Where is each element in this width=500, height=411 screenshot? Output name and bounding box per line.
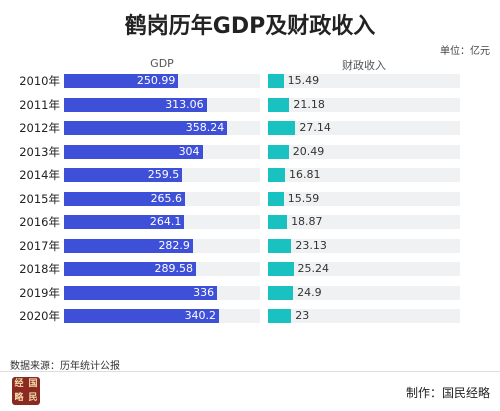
year-label: 2013年 — [19, 144, 60, 159]
revenue-value-label: 23.13 — [295, 238, 327, 252]
year-label: 2015年 — [19, 191, 60, 206]
year-label: 2019年 — [19, 285, 60, 300]
gdp-value-label: 340.2 — [184, 309, 217, 322]
year-label: 2016年 — [19, 215, 60, 229]
revenue-bar — [268, 191, 284, 206]
data-source: 数据来源：历年统计公报 — [10, 361, 120, 372]
gdp-value-label: 265.6 — [150, 191, 183, 205]
gdp-bar — [64, 285, 218, 300]
revenue-value-label: 15.49 — [287, 74, 320, 87]
revenue-bar — [268, 215, 288, 229]
gdp-value-label: 336 — [193, 285, 215, 299]
gdp-value-label: 304 — [178, 144, 200, 158]
logo-char: 略 — [14, 393, 24, 403]
brand-logo: 经 国 略 民 — [12, 377, 40, 405]
revenue-track — [268, 74, 460, 88]
gdp-bar — [64, 144, 203, 159]
revenue-value-label: 15.59 — [287, 191, 320, 205]
gdp-bar — [64, 121, 228, 135]
revenue-bar — [268, 74, 284, 88]
gdp-bar — [64, 238, 193, 253]
revenue-bar — [268, 285, 294, 300]
gdp-bar — [64, 262, 196, 276]
revenue-track — [268, 191, 460, 206]
revenue-bar — [268, 309, 292, 323]
gdp-value-label: 282.9 — [158, 238, 190, 252]
revenue-value-label: 18.87 — [291, 215, 323, 228]
producer-credit: 制作：国民经略 — [405, 386, 490, 400]
revenue-track — [268, 262, 460, 276]
year-label: 2017年 — [19, 238, 60, 253]
year-label: 2014年 — [19, 168, 60, 182]
year-label: 2011年 — [19, 97, 60, 112]
revenue-bar — [268, 238, 292, 253]
revenue-value-label: 24.9 — [297, 285, 322, 299]
year-label: 2012年 — [19, 121, 60, 135]
revenue-value-label: 23 — [295, 309, 310, 322]
year-label: 2020年 — [19, 309, 60, 323]
gdp-value-label: 259.5 — [147, 168, 180, 181]
gdp-value-label: 250.99 — [136, 74, 176, 87]
gdp-bar — [64, 74, 179, 88]
revenue-track — [268, 97, 460, 112]
footer-divider — [0, 371, 500, 372]
gdp-value-label: 358.24 — [185, 121, 225, 134]
gdp-bar — [64, 309, 220, 323]
revenue-track — [268, 238, 460, 253]
revenue-bar — [268, 168, 285, 182]
revenue-bar — [268, 262, 294, 276]
year-label: 2018年 — [19, 262, 60, 276]
unit-label: 单位：亿元 — [440, 46, 490, 57]
revenue-track — [268, 215, 460, 229]
revenue-track — [268, 144, 460, 159]
revenue-track — [268, 285, 460, 300]
gdp-bar — [64, 168, 183, 182]
gdp-column-header: GDP — [150, 57, 174, 70]
revenue-value-label: 27.14 — [299, 121, 331, 134]
gdp-bar — [64, 215, 185, 229]
gdp-value-label: 264.1 — [149, 215, 182, 228]
revenue-bar — [268, 144, 289, 159]
chart-title: 鹤岗历年GDP及财政收入 — [124, 14, 376, 39]
revenue-track — [268, 309, 460, 323]
gdp-value-label: 313.06 — [165, 97, 204, 111]
revenue-column-header: 财政收入 — [342, 59, 386, 72]
logo-char: 国 — [28, 379, 38, 389]
revenue-value-label: 21.18 — [293, 97, 325, 111]
gdp-value-label: 289.58 — [154, 262, 193, 275]
logo-char: 民 — [28, 393, 38, 403]
revenue-track — [268, 121, 460, 135]
revenue-value-label: 16.81 — [288, 168, 321, 181]
revenue-value-label: 25.24 — [297, 262, 330, 275]
logo-char: 经 — [14, 379, 24, 389]
revenue-value-label: 20.49 — [292, 144, 325, 158]
revenue-track — [268, 168, 460, 182]
revenue-bar — [268, 97, 290, 112]
gdp-bar — [64, 191, 186, 206]
gdp-bar — [64, 97, 207, 112]
year-label: 2010年 — [19, 74, 60, 88]
revenue-bar — [268, 121, 296, 135]
